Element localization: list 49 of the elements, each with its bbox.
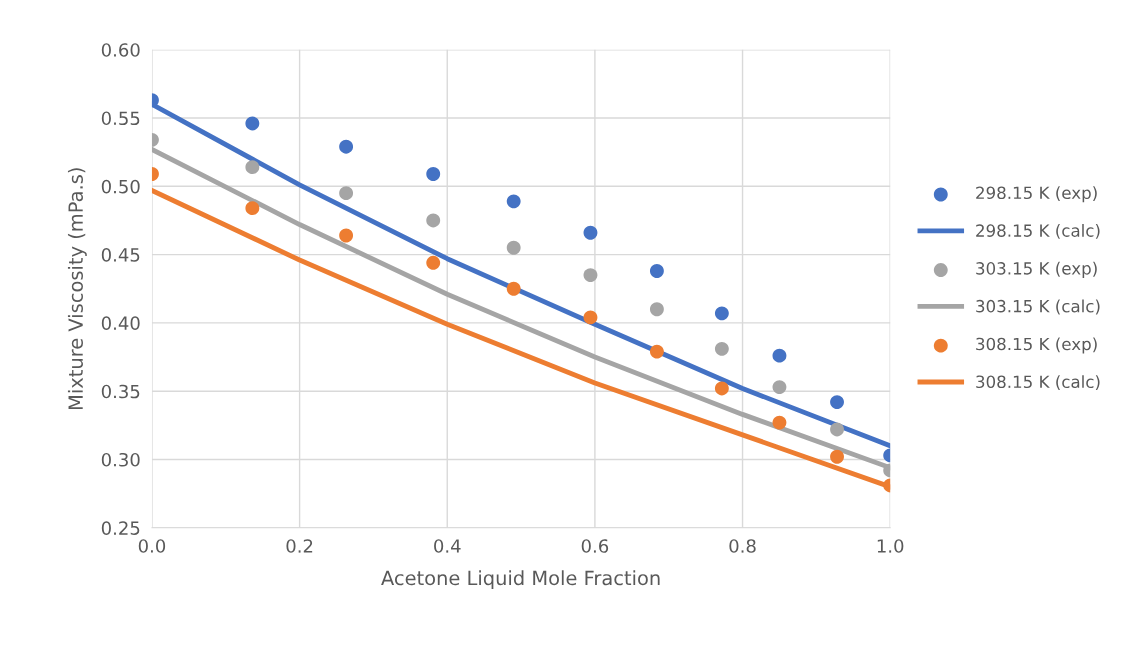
legend-label: 298.15 K (calc)	[976, 223, 1100, 239]
y-tick-label: 0.40	[101, 316, 140, 331]
x-tick-label: 1.0	[877, 539, 904, 553]
point	[245, 201, 260, 216]
point	[506, 281, 521, 296]
point	[506, 194, 521, 209]
point	[714, 381, 729, 396]
y-tick-label: 0.45	[101, 248, 140, 262]
y-tick-label: 0.60	[101, 43, 140, 57]
legend-label: 298.15 K (exp)	[976, 186, 1097, 203]
x-tick-label: 0.4	[434, 539, 461, 553]
point	[245, 116, 260, 131]
legend-label: 308.15 K (calc)	[976, 375, 1100, 391]
point	[339, 228, 354, 243]
legend-label: 308.15 K (exp)	[976, 337, 1097, 354]
point	[772, 348, 787, 363]
point	[830, 449, 844, 464]
x-tick-label: 0.2	[286, 539, 313, 553]
point	[245, 160, 260, 175]
point	[830, 422, 844, 437]
point	[339, 186, 354, 201]
point	[426, 213, 441, 228]
x-tick-label: 0.8	[729, 539, 756, 553]
x-axis-title: Acetone Liquid Mole Fraction	[381, 570, 660, 590]
y-tick-label: 0.50	[101, 179, 140, 194]
legend-label: 303.15 K (exp)	[976, 261, 1097, 278]
x-tick-label: 0.0	[138, 539, 166, 553]
y-axis-title: Mixture Viscosity (mPa.s)	[67, 168, 87, 410]
point	[772, 415, 787, 430]
point	[714, 341, 729, 356]
point	[649, 302, 664, 317]
y-tick-label: 0.35	[101, 384, 140, 399]
point	[830, 395, 844, 410]
y-tick-label: 0.55	[101, 111, 140, 126]
point	[583, 310, 598, 325]
y-tick-label: 0.30	[101, 452, 140, 467]
point	[426, 167, 441, 181]
y-tick-label: 0.25	[101, 521, 140, 535]
point	[506, 240, 521, 255]
point	[583, 225, 598, 240]
point	[649, 344, 664, 359]
point	[583, 268, 598, 283]
point	[426, 255, 441, 270]
point	[714, 306, 729, 321]
point	[649, 264, 664, 278]
point	[339, 139, 354, 154]
legend-label: 303.15 K (calc)	[976, 299, 1100, 315]
x-tick-label: 0.6	[581, 539, 609, 553]
point	[772, 380, 787, 395]
